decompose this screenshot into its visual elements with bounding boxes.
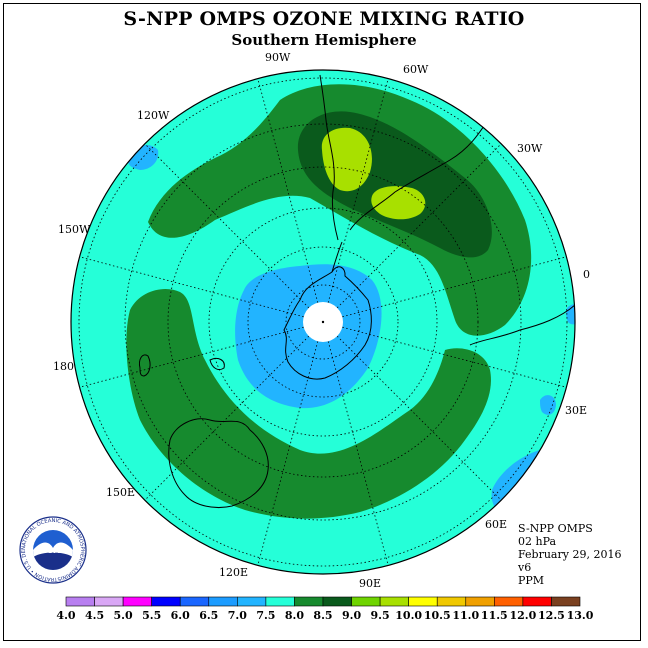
color-bar-tick-label: 7.5 xyxy=(256,609,275,622)
color-bar-swatch xyxy=(294,596,324,607)
coastline-antarctic-peninsula xyxy=(331,241,343,273)
coastlines xyxy=(139,74,575,509)
map-disc-outline xyxy=(70,69,576,575)
lon-label-150e: 150E xyxy=(106,486,135,499)
color-bar-tick-label: 13.0 xyxy=(567,609,594,622)
info-date: February 29, 2016 xyxy=(518,548,622,561)
page-subtitle: Southern Hemisphere xyxy=(231,31,417,49)
color-bar-swatch xyxy=(408,596,438,607)
info-level: 02 hPa xyxy=(518,535,557,548)
noaa-logo: NATIONAL OCEANIC AND ATMOSPHERIC ADMINIS… xyxy=(18,515,87,584)
coastline-south-america xyxy=(319,74,489,241)
color-bar-tick-label: 9.5 xyxy=(371,609,390,622)
color-bar-tick-label: 8.0 xyxy=(285,609,304,622)
color-bar-tick-label: 11.5 xyxy=(481,609,508,622)
color-bar-tick-label: 9.0 xyxy=(342,609,361,622)
logo-text: NOAA xyxy=(40,546,66,555)
color-bar-swatch xyxy=(179,596,210,607)
color-bar-swatch xyxy=(94,596,124,607)
color-bar-tick-label: 4.0 xyxy=(56,609,75,622)
figure-frame xyxy=(3,3,641,641)
contour-8-0-band-south xyxy=(126,289,491,519)
color-bar-swatch xyxy=(237,596,267,607)
color-bar-tick-label: 12.5 xyxy=(538,609,565,622)
color-bar-tick-label: 4.5 xyxy=(85,609,104,622)
lon-label-30e: 30E xyxy=(565,404,587,417)
color-bar-swatch xyxy=(208,596,238,607)
color-bar-tick-label: 6.5 xyxy=(199,609,218,622)
color-bar-tick-label: 11.0 xyxy=(452,609,479,622)
contour-8-0-band-north xyxy=(148,84,532,336)
info-units: PPM xyxy=(518,574,545,587)
page-title: S-NPP OMPS OZONE MIXING RATIO xyxy=(123,8,525,30)
color-bar-swatch xyxy=(465,596,495,607)
color-bar-swatch xyxy=(322,596,352,607)
color-bar-tick-label: 8.5 xyxy=(313,609,332,622)
color-bar-swatch xyxy=(379,596,409,607)
lon-label-60e: 60E xyxy=(485,518,507,531)
color-bar-swatch xyxy=(351,596,381,607)
color-bar-swatch xyxy=(151,596,181,607)
color-bar-swatch xyxy=(494,596,524,607)
lon-label-180: 180 xyxy=(53,360,74,373)
contour-9-0-blob-2 xyxy=(371,186,426,220)
color-bar-tick-label: 6.0 xyxy=(171,609,190,622)
coastline-africa xyxy=(469,304,575,346)
lon-label-120e: 120E xyxy=(219,566,248,579)
contour-7-0-patch-e xyxy=(540,395,556,415)
color-bar-swatch xyxy=(265,596,295,607)
coastline-new-zealand xyxy=(139,354,225,377)
latitude-circles xyxy=(78,77,568,567)
color-bar-tick-labels: 4.0 4.5 5.0 5.5 6.0 6.5 7.0 7.5 8.0 8.5 9.0 9.5 10.0… xyxy=(56,609,593,622)
info-instrument: S-NPP OMPS xyxy=(518,522,593,535)
color-bar-swatch xyxy=(122,596,152,607)
color-bar-swatch xyxy=(551,596,581,607)
color-bar-tick-label: 7.0 xyxy=(228,609,247,622)
lon-label-60w: 60W xyxy=(403,63,429,76)
lon-label-0: 0 xyxy=(583,268,590,281)
longitude-labels: 90W 60W 30W 0 30E 60E 90E 120E 150E 180 … xyxy=(53,51,590,590)
lon-label-30w: 30W xyxy=(517,142,543,155)
south-pole-marker xyxy=(321,320,325,324)
color-bar-swatch xyxy=(65,596,95,607)
color-bar-swatch xyxy=(436,596,467,607)
color-bar-tick-label: 12.0 xyxy=(509,609,536,622)
color-bar-tick-label: 10.0 xyxy=(395,609,422,622)
lon-label-120w: 120W xyxy=(137,109,170,122)
color-bar-swatch xyxy=(522,596,552,607)
color-bar-tick-label: 5.0 xyxy=(114,609,133,622)
lon-label-90e: 90E xyxy=(359,577,381,590)
color-bar-tick-label: 10.5 xyxy=(424,609,451,622)
coastline-australia xyxy=(168,418,269,509)
color-bar-tick-label: 5.5 xyxy=(142,609,161,622)
info-version: v6 xyxy=(518,561,532,574)
lon-label-150w: 150W xyxy=(58,223,91,236)
lon-label-90w: 90W xyxy=(265,51,291,64)
coastline-antarctica xyxy=(283,266,372,380)
color-bar xyxy=(65,596,581,607)
